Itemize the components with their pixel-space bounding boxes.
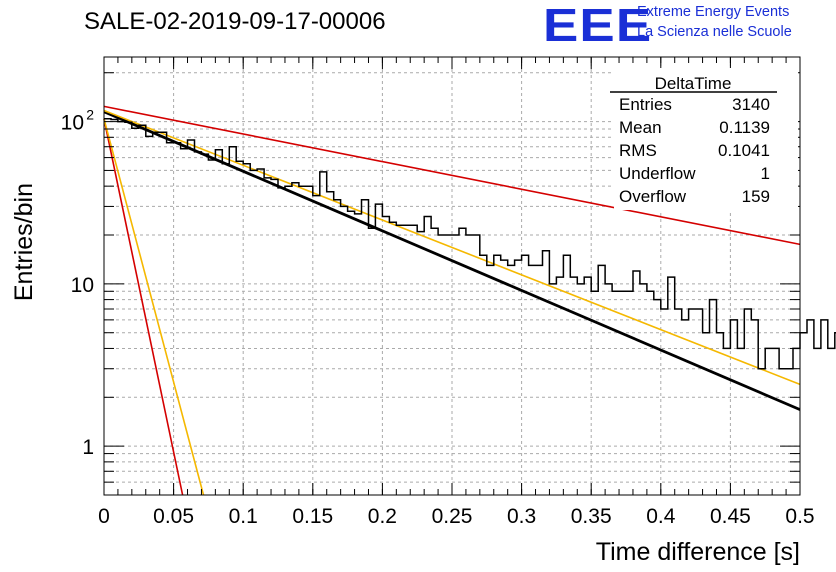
stats-row-label: Mean (619, 118, 662, 137)
stats-box: DeltaTime Entries 3140 Mean 0.1139 RMS 0.1041… (610, 68, 798, 210)
stats-row-value: 159 (742, 187, 770, 206)
fit-curve-3 (103, 105, 801, 246)
x-tick-label: 0.2 (368, 505, 397, 528)
stats-row-value: 3140 (732, 95, 770, 114)
x-tick-label: 0.35 (571, 505, 612, 528)
x-tick-label: 0.45 (710, 505, 751, 528)
x-tick-label: 0.5 (785, 505, 814, 528)
x-tick-label: 0.1 (229, 505, 258, 528)
grid-lines (104, 57, 800, 496)
y-tick-label: 10 (61, 112, 84, 135)
fit-curve-2 (103, 109, 801, 386)
x-tick-label: 0.15 (292, 505, 333, 528)
x-tick-label: 0.05 (153, 505, 194, 528)
fit-curve-5 (103, 118, 205, 496)
x-tick-label: 0 (98, 505, 110, 528)
y-axis-label: Entries/bin (10, 183, 38, 301)
histogram-series (104, 118, 836, 370)
x-axis: 0 0.05 0.1 0.15 0.2 0.25 0.3 0.35 0.4 0.45 0.5 (98, 57, 815, 528)
x-axis-label: Time difference [s] (596, 538, 800, 566)
stats-rows: Entries 3140 Mean 0.1139 RMS 0.1041 Underflow 1… (619, 95, 770, 206)
logo-line-2: La Scienza nelle Scuole (637, 24, 792, 40)
stats-row-value: 1 (761, 164, 770, 183)
stats-row-label: Overflow (619, 187, 687, 206)
x-tick-label: 0.4 (646, 505, 676, 528)
stats-row-value: 0.1041 (718, 141, 770, 160)
x-tick-label: 0.25 (432, 505, 473, 528)
stats-row-value: 0.1139 (719, 118, 770, 137)
chart-title: SALE-02-2019-09-17-00006 (84, 8, 386, 35)
x-tick-label: 0.3 (507, 505, 536, 528)
fit-curve-1 (103, 110, 801, 411)
fit-curves (103, 105, 801, 496)
logo-line-1: Extreme Energy Events (637, 4, 790, 20)
fit-curve-4 (103, 118, 184, 496)
y-tick-label: 10 (71, 274, 94, 297)
eee-logo: EEE (543, 0, 653, 51)
stats-row-label: RMS (619, 141, 657, 160)
stats-row-label: Entries (619, 95, 672, 114)
y-tick-label: 1 (82, 436, 94, 459)
stats-title: DeltaTime (655, 74, 732, 93)
y-tick-label-exponent: 2 (86, 107, 94, 123)
stats-row-label: Underflow (619, 164, 696, 183)
